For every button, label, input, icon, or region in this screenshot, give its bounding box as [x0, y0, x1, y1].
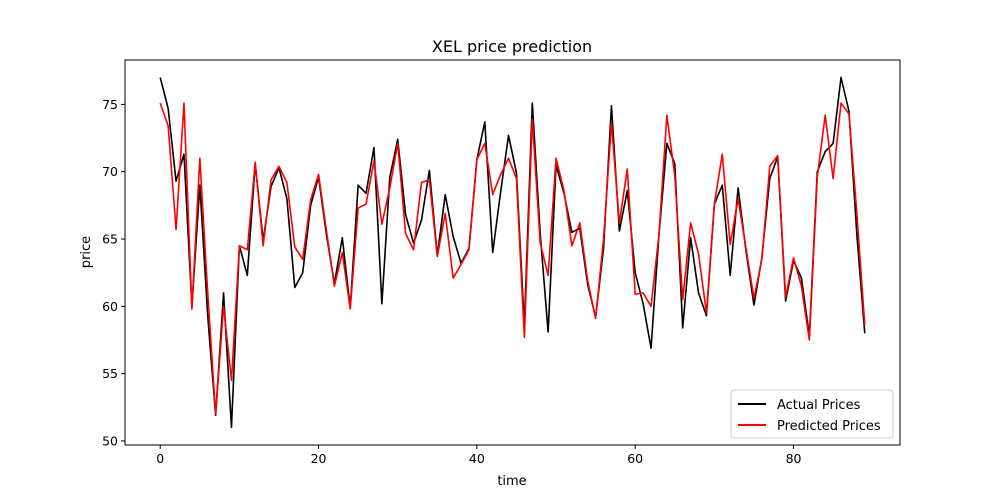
y-axis-title: price — [79, 236, 94, 268]
series-line-1 — [159, 102, 866, 415]
x-tick-label-4: 80 — [786, 451, 802, 466]
y-axis: 50 55 60 65 70 75 — [102, 97, 125, 448]
chart-title: XEL price prediction — [432, 37, 592, 56]
x-tick-label-2: 40 — [469, 451, 485, 466]
series-layer — [159, 76, 866, 429]
y-tick-label-0: 50 — [102, 433, 118, 448]
x-tick-label-1: 20 — [311, 451, 327, 466]
legend: Actual Prices Predicted Prices — [730, 389, 894, 439]
y-tick-label-1: 55 — [102, 366, 118, 381]
x-axis: 0 20 40 60 80 — [156, 445, 802, 466]
x-tick-label-0: 0 — [156, 451, 164, 466]
y-tick-label-4: 70 — [102, 164, 118, 179]
plot-frame — [124, 59, 901, 446]
legend-box — [730, 389, 894, 439]
y-tick-label-5: 75 — [102, 97, 118, 112]
x-axis-title: time — [497, 474, 526, 489]
legend-label-actual: Actual Prices — [777, 398, 861, 413]
y-tick-label-2: 60 — [102, 299, 118, 314]
y-tick-label-3: 65 — [102, 232, 118, 247]
legend-label-predicted: Predicted Prices — [777, 419, 881, 434]
x-tick-label-3: 60 — [627, 451, 643, 466]
